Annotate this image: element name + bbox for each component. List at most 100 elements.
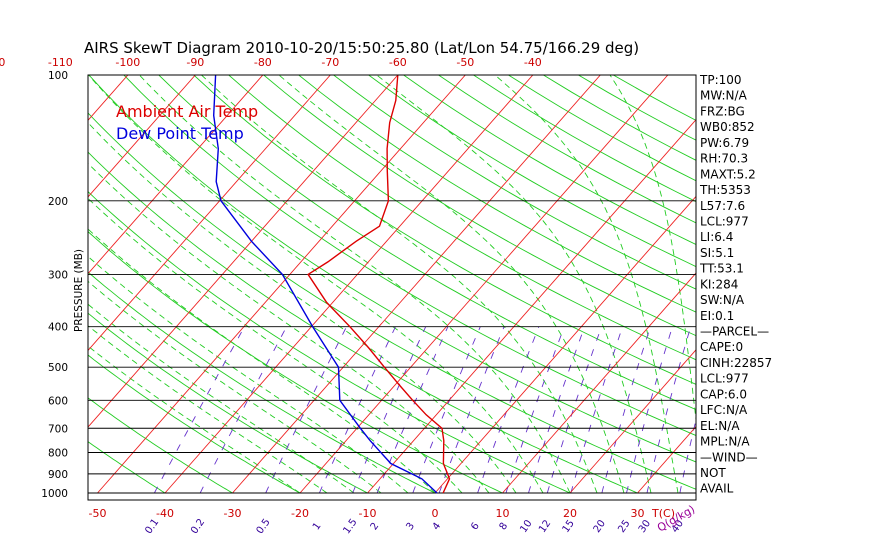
- index-item: PW:6.79: [700, 136, 749, 150]
- bottom-temp-tick-label: 30: [631, 507, 645, 520]
- mixing-ratio-tick-label: 20: [592, 518, 608, 535]
- dry-adiabat-line: [88, 191, 571, 494]
- dry-adiabat-line: [88, 75, 696, 463]
- dry-adiabat-line: [228, 75, 696, 361]
- ambient-air-temp-line: [307, 75, 451, 494]
- top-temp-tick-label: -60: [389, 56, 407, 69]
- mixing-ratio-tick-label: 15: [561, 518, 577, 535]
- bottom-temp-tick-label: -40: [156, 507, 174, 520]
- mixing-ratio-tick-label: 3: [404, 521, 417, 533]
- index-item: CAPE:0: [700, 340, 743, 354]
- moist-adiabat-line: [376, 75, 652, 494]
- pressure-tick-label: 800: [48, 447, 68, 459]
- bottom-temp-tick-label: -50: [89, 507, 107, 520]
- dry-adiabat-line: [368, 75, 696, 268]
- index-item: WB0:852: [700, 120, 755, 134]
- index-item: TH:5353: [699, 183, 751, 197]
- isotherm-line: [434, 195, 696, 494]
- isotherm-line: [502, 272, 696, 494]
- index-item: CINH:22857: [700, 356, 772, 370]
- temp-unit-label: T(C): [651, 507, 675, 520]
- mixing-ratio-line: [505, 326, 565, 494]
- dry-adiabat-line: [473, 75, 696, 203]
- mixing-ratio-line: [199, 326, 287, 494]
- mixing-ratio-line: [626, 326, 673, 494]
- pressure-tick-label: 100: [48, 70, 68, 82]
- index-item: EI:0.1: [700, 309, 734, 323]
- dry-adiabat-line: [333, 75, 696, 290]
- legend-ambient-air-temp: Ambient Air Temp: [116, 102, 258, 121]
- y-axis-label: PRESSURE (MB): [73, 249, 85, 332]
- pressure-tick-label: 900: [48, 469, 68, 481]
- mixing-ratio-line: [438, 326, 505, 494]
- index-item: LI:6.4: [700, 230, 733, 244]
- bottom-temp-tick-label: -10: [359, 507, 377, 520]
- index-item: —WIND—: [700, 450, 758, 464]
- dry-adiabat-line: [193, 75, 696, 385]
- top-temp-tick-label: -40: [524, 56, 542, 69]
- mixing-ratio-line: [153, 326, 245, 494]
- isotherm-line: [232, 75, 601, 494]
- mixing-ratio-tick-label: 2: [369, 521, 382, 533]
- dry-adiabat-line: [403, 75, 696, 245]
- moist-adiabat-line: [88, 162, 490, 494]
- dry-adiabat-line: [88, 271, 436, 494]
- index-item: RH:70.3: [700, 152, 748, 166]
- bottom-temp-tick-label: 10: [496, 507, 510, 520]
- moist-adiabat-line: [88, 228, 436, 494]
- moist-adiabat-line: [201, 75, 598, 494]
- pressure-tick-label: 700: [48, 423, 68, 435]
- moist-adiabat-line: [88, 325, 328, 494]
- index-item: SI:5.1: [700, 246, 734, 260]
- isotherm-line: [367, 119, 696, 494]
- top-temp-tick-label: -120: [0, 56, 5, 69]
- top-temp-tick-label: -50: [456, 56, 474, 69]
- moist-adiabat-line: [494, 75, 679, 494]
- index-item: —PARCEL—: [700, 325, 769, 339]
- isotherm-line: [637, 425, 696, 494]
- pressure-tick-label: 400: [48, 322, 68, 334]
- index-item: MW:N/A: [700, 89, 748, 103]
- dry-adiabat-line: [88, 441, 166, 494]
- index-item: MPL:N/A: [700, 435, 750, 449]
- mixing-ratio-tick-label: 8: [498, 521, 511, 533]
- moist-adiabat-line: [88, 122, 517, 494]
- index-item: L57:7.6: [700, 199, 745, 213]
- dry-adiabat-line: [298, 75, 696, 313]
- plot-frame: [87, 74, 697, 501]
- index-item: LCL:977: [700, 214, 749, 228]
- pressure-tick-label: 500: [48, 362, 68, 374]
- top-temp-axis: -120 -110 -100 -90 -80 -70 -60 -50 -40: [0, 56, 542, 69]
- grid-lines: [88, 75, 696, 494]
- bottom-temp-tick-label: 0: [432, 507, 439, 520]
- dry-adiabat-line: [88, 231, 503, 494]
- index-item: NOT: [700, 466, 726, 480]
- mixing-ratio-tick-label: 4: [431, 521, 444, 533]
- chart-title: AIRS SkewT Diagram 2010-10-20/15:50:25.8…: [84, 39, 639, 57]
- isotherm-line: [88, 75, 264, 275]
- isotherm-line: [164, 75, 534, 494]
- isotherm-line: [88, 75, 399, 428]
- sounding-indices: TP:100MW:N/AFRZ:BGWB0:852PW:6.79RH:70.3M…: [699, 73, 772, 496]
- index-item: CAP:6.0: [700, 387, 747, 401]
- mixing-ratio-tick-label: 0.2: [189, 517, 207, 536]
- mixing-ratio-tick-label: 25: [616, 518, 632, 535]
- dry-adiabat-line: [123, 75, 696, 437]
- bottom-temp-tick-label: -30: [224, 507, 242, 520]
- mixing-ratio-line: [546, 326, 602, 494]
- moist-adiabat-line: [88, 345, 301, 494]
- bottom-temp-axis: -50 -40 -30 -20 -10 0 10 20 30: [89, 507, 645, 520]
- isotherm-line: [97, 75, 466, 494]
- index-item: TP:100: [699, 73, 742, 87]
- top-temp-tick-label: -90: [186, 56, 204, 69]
- mixing-ratio-tick-label: 10: [518, 518, 534, 535]
- bottom-temp-tick-label: 20: [563, 507, 577, 520]
- mixing-ratio-tick-label: 30: [637, 518, 653, 535]
- index-item: TT:53.1: [699, 262, 744, 276]
- mixing-ratio-tick-label: 6: [469, 521, 482, 533]
- pressure-tick-label: 300: [48, 269, 68, 281]
- dry-adiabat-line: [263, 75, 696, 337]
- index-item: LCL:977: [700, 372, 749, 386]
- mixing-ratio-tick-label: 1.5: [341, 517, 359, 536]
- moist-adiabat-line: [88, 303, 355, 494]
